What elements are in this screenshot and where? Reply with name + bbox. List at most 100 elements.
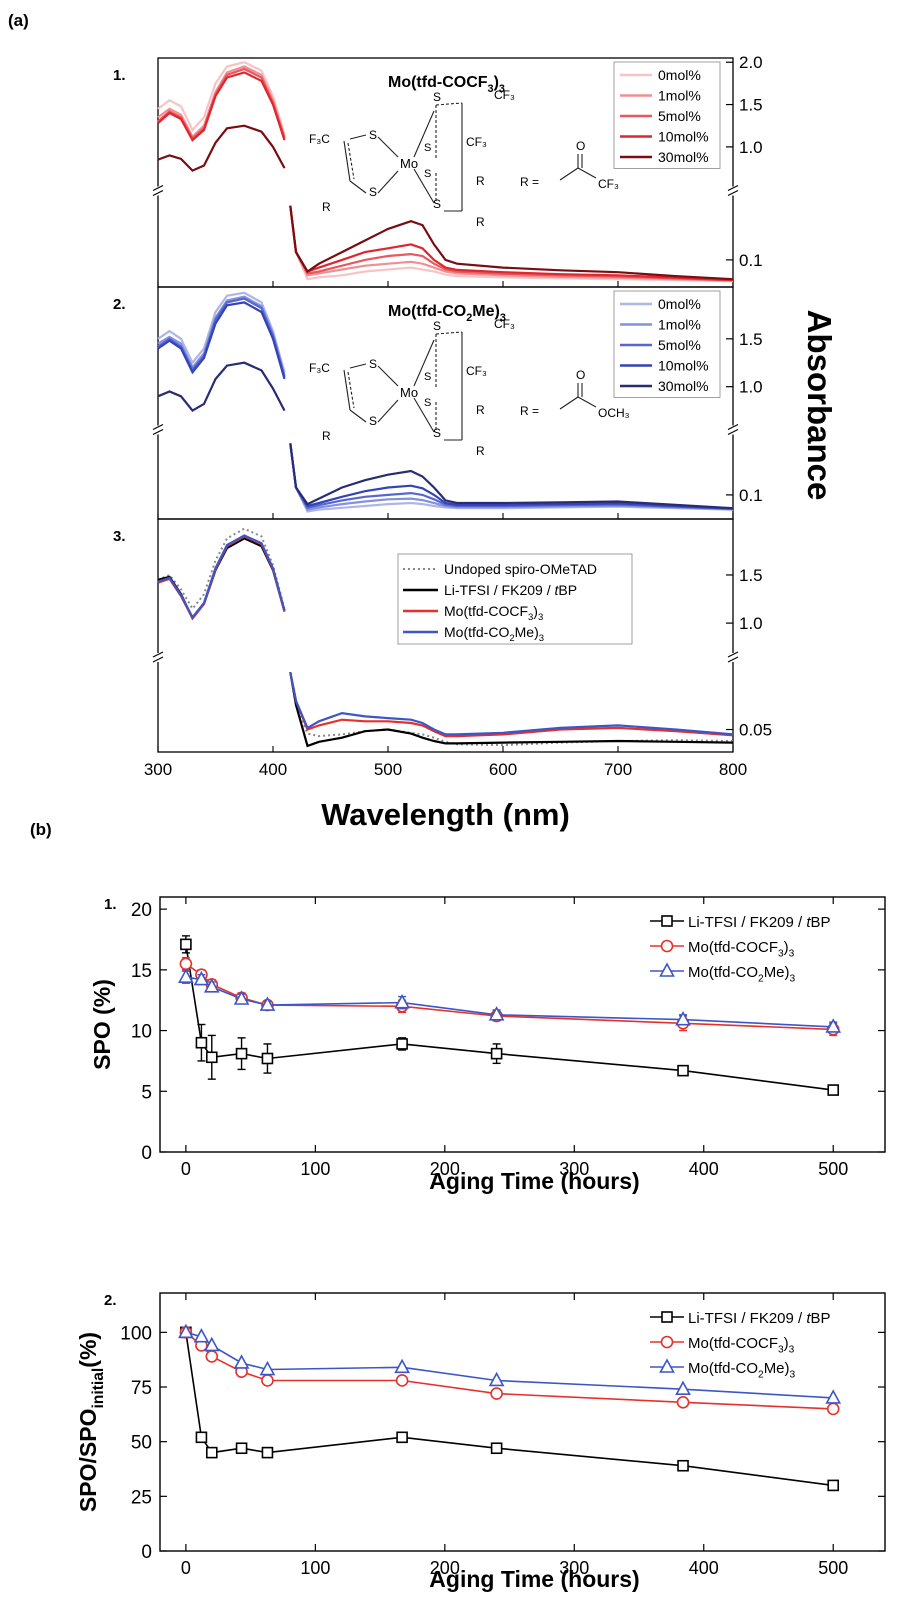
y-tick-label: 75 (131, 1378, 152, 1399)
bond (559, 396, 579, 410)
legend-label: Mo(tfd-CO2Me)3 (688, 964, 796, 985)
spectrum-panel-1: 1. 2.0 1.5 1.0 0.1 0mol% 1mol% 5mol% 10mol% 30mol… (113, 53, 763, 288)
atom-label: F₃C (309, 361, 330, 375)
legend-label: Li-TFSI / FK209 / tBP (688, 914, 831, 931)
y-tick-label: 1.5 (739, 96, 763, 115)
y-axis-title: SPO (%) (89, 979, 115, 1070)
atom-label: F₃C (309, 132, 330, 146)
data-point (179, 957, 193, 971)
bond (377, 365, 399, 387)
axis-break-gap (153, 653, 163, 662)
x-axis-title: Aging Time (hours) (429, 1566, 639, 1592)
x-axis-title: Wavelength (nm) (321, 797, 570, 832)
series-1: Mo(tfd-COCF3)3 (179, 939, 840, 1037)
axis-break-mark (152, 424, 164, 430)
x-tick-label: 300 (144, 760, 172, 779)
bond (349, 134, 367, 140)
bond (577, 396, 597, 408)
panel-number: 1. (104, 896, 117, 913)
data-point (677, 1064, 689, 1077)
spectrum-line-upper (157, 291, 286, 373)
y-tick-label: 1.5 (739, 330, 763, 349)
x-tick-label: 0 (181, 1159, 191, 1179)
spectrum-line-lower (289, 443, 734, 513)
data-point (490, 1442, 503, 1455)
axis-break-mark (727, 424, 739, 430)
spectrum-panel-3: 3. 1.5 1.0 0.05 Undoped spiro-OMeTAD Li-TFSI … (113, 518, 772, 832)
atom-label: Mo (400, 385, 418, 400)
bond (413, 168, 435, 204)
aging-panel-1: 1. 0 100 200 300 400 500 0 5 10 15 20 Aging Time (ho… (89, 896, 886, 1194)
legend-label: Li-TFSI / FK209 / tBP (444, 582, 577, 598)
data-point (677, 1459, 689, 1472)
atom-label: S (369, 357, 377, 371)
spectrum-line-upper (157, 71, 286, 142)
spectrum-line-lower (289, 671, 734, 736)
atom-label: S (424, 142, 431, 154)
legend-label: Mo(tfd-COCF3)3 (688, 1335, 795, 1356)
x-tick-label: 600 (489, 760, 517, 779)
x-tick-label: 500 (374, 760, 402, 779)
spectrum-line-upper (157, 361, 286, 413)
series-2: Mo(tfd-CO2Me)3 (178, 962, 842, 1033)
spectrum-line-upper (157, 534, 286, 620)
data-point (488, 1371, 505, 1387)
x-tick-label: 400 (689, 1159, 719, 1179)
data-point (205, 1446, 218, 1459)
data-point (825, 1389, 842, 1404)
y-tick-label: 10 (131, 1022, 152, 1043)
x-tick-label: 0 (181, 1558, 191, 1578)
axis-break-gap (728, 653, 738, 662)
spectrum-line-upper (157, 527, 286, 611)
bond (377, 136, 399, 158)
bond (377, 399, 399, 423)
bond (343, 369, 351, 411)
atom-label: S (424, 371, 431, 383)
legend-label: 0mol% (658, 67, 701, 83)
spectrum-line-lower (289, 672, 734, 748)
data-point (205, 1051, 218, 1064)
series-2: Mo(tfd-CO2Me)3 (178, 1323, 842, 1404)
data-point (178, 968, 194, 983)
atom-label: R (476, 403, 485, 417)
atom-label: S (424, 397, 431, 409)
y-tick-label: 1.0 (739, 378, 763, 397)
y-tick-label: 0.1 (739, 486, 763, 505)
bond (435, 102, 463, 106)
bond (435, 331, 463, 335)
legend-label: 10mol% (658, 358, 709, 374)
axis-break-gap (728, 186, 738, 196)
series-line (185, 976, 834, 1028)
x-tick-label: 200 (430, 1558, 460, 1578)
data-point (395, 1374, 409, 1387)
axis-break-mark (727, 656, 739, 663)
spectrum-line-lower (289, 205, 734, 282)
atom-label: S (433, 90, 441, 104)
atom-label: S (369, 414, 377, 428)
r-group-label: R = (520, 404, 539, 418)
legend-label: 5mol% (658, 108, 701, 124)
atom-label: S (369, 128, 377, 142)
panel-number: 2. (113, 296, 126, 313)
y-tick-label: 0 (141, 1542, 152, 1563)
panel-number: 1. (113, 67, 126, 84)
axis-break-mark (152, 429, 164, 435)
bond (347, 371, 355, 409)
atom-label: S (424, 168, 431, 180)
atom-label: R (476, 174, 485, 188)
atom-label: R (322, 200, 331, 214)
legend-label: Mo(tfd-CO2Me)3 (444, 624, 544, 644)
r-group-label: R = (520, 175, 539, 189)
figure-label-b: (b) (30, 820, 52, 839)
data-point (205, 1350, 219, 1363)
legend-marker (659, 962, 675, 977)
data-point (676, 1396, 690, 1409)
data-point (259, 996, 276, 1011)
legend-box (397, 553, 633, 645)
spectrum-line-lower (289, 443, 734, 510)
data-point (178, 1323, 194, 1339)
series-0: Li-TFSI / FK209 / tBP (180, 914, 840, 1096)
data-point (827, 1084, 840, 1096)
data-point (825, 1018, 842, 1033)
